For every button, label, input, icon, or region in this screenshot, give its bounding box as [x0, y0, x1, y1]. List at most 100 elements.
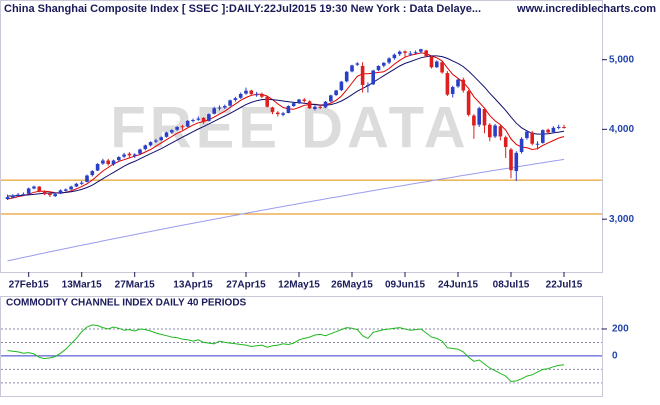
candle-body — [360, 65, 365, 86]
candle-body — [440, 62, 444, 73]
candle-body — [556, 127, 561, 129]
candle-body — [180, 126, 185, 128]
candle-body — [509, 149, 513, 171]
candle-body — [106, 160, 110, 164]
cci-panel-frame — [0, 296, 603, 397]
candle-body — [196, 118, 201, 120]
candle-body — [281, 113, 285, 115]
candle-body — [472, 115, 476, 126]
candle-body — [291, 103, 296, 107]
x-tick-label: 24Jun15 — [438, 280, 478, 291]
y-tick-label: 3,000 — [609, 214, 634, 225]
moving-average-line — [7, 158, 565, 262]
candle-body — [48, 193, 52, 196]
candle-body — [148, 142, 153, 146]
candle-body — [525, 131, 529, 139]
candle-body — [541, 130, 545, 143]
candle-body — [254, 94, 259, 96]
candle-body — [122, 154, 126, 157]
candle-body — [111, 160, 116, 165]
candle-body — [551, 127, 556, 133]
candle-body — [403, 51, 407, 53]
candle-body — [535, 143, 540, 145]
price-panel-frame — [0, 0, 603, 273]
candle-body — [276, 112, 280, 115]
watermark: FREE DATA — [110, 95, 469, 160]
y-tick-label: 0 — [612, 351, 618, 362]
candle-body — [191, 120, 195, 122]
candle-body — [69, 186, 73, 190]
candle-body — [456, 79, 460, 87]
candle-body — [392, 54, 397, 59]
y-tick-label: 200 — [612, 324, 629, 335]
candle-body — [249, 90, 254, 94]
candle-body — [159, 137, 163, 141]
candle-body — [64, 189, 68, 191]
source: www.incrediblecharts.com — [516, 3, 656, 15]
candle-body — [424, 50, 428, 56]
candle-body — [498, 126, 503, 137]
candle-body — [37, 186, 42, 192]
candle-body — [143, 145, 148, 150]
candle-body — [11, 195, 15, 198]
candle-body — [74, 183, 79, 187]
candle-body — [5, 197, 10, 200]
candle-body — [286, 106, 291, 113]
candle-body — [387, 58, 391, 63]
candle-body — [466, 91, 471, 115]
candle-body — [228, 100, 232, 106]
candle-body — [408, 53, 413, 55]
candle-body — [270, 107, 275, 112]
candle-body — [32, 186, 36, 189]
x-tick-label: 08Jul15 — [493, 280, 530, 291]
candle-body — [201, 117, 206, 122]
candle-body — [334, 90, 338, 96]
candle-body — [154, 140, 158, 142]
candle-body — [318, 106, 322, 108]
candle-body — [313, 106, 317, 109]
candle-body — [58, 190, 63, 194]
candle-body — [175, 127, 179, 130]
candle-body — [323, 101, 328, 108]
candle-body — [185, 120, 190, 127]
candle-body — [132, 154, 137, 156]
candle-body — [493, 125, 497, 137]
candle-body — [413, 52, 418, 54]
candle-body — [376, 65, 381, 71]
y-tick-label: 4,000 — [609, 124, 634, 135]
candle-body — [355, 63, 360, 65]
candle-body — [503, 137, 508, 148]
cci-title: COMMODITY CHANNEL INDEX DAILY 40 PERIODS — [6, 298, 247, 309]
moving-average-line — [7, 52, 565, 200]
candle-body — [265, 96, 269, 107]
x-tick-label: 26May15 — [331, 280, 373, 291]
candle-body — [42, 191, 47, 195]
candle-body — [207, 114, 211, 121]
x-tick-label: 09Jun15 — [385, 280, 425, 291]
x-tick-label: 13Mar15 — [62, 280, 102, 291]
candle-body — [79, 182, 84, 184]
candle-body — [477, 108, 481, 125]
candle-body — [117, 157, 121, 161]
candle-body — [138, 149, 142, 154]
candle-body — [419, 49, 423, 52]
y-tick-label: 5,000 — [609, 54, 634, 65]
candle-body — [382, 62, 386, 66]
candle-body — [127, 153, 132, 156]
x-tick-label: 22Jul15 — [546, 280, 583, 291]
chart-title: China Shanghai Composite Index [ SSEC ]:… — [4, 3, 481, 15]
candle-body — [519, 138, 524, 153]
candle-body — [514, 152, 519, 172]
candle-body — [429, 56, 434, 68]
candle-body — [562, 127, 566, 129]
cci-line — [7, 324, 565, 383]
x-tick-label: 12May15 — [278, 280, 320, 291]
candle-body — [445, 73, 450, 95]
candle-body — [530, 132, 534, 144]
candle-body — [546, 129, 550, 133]
candle-body — [482, 108, 487, 126]
candle-body — [21, 194, 26, 196]
